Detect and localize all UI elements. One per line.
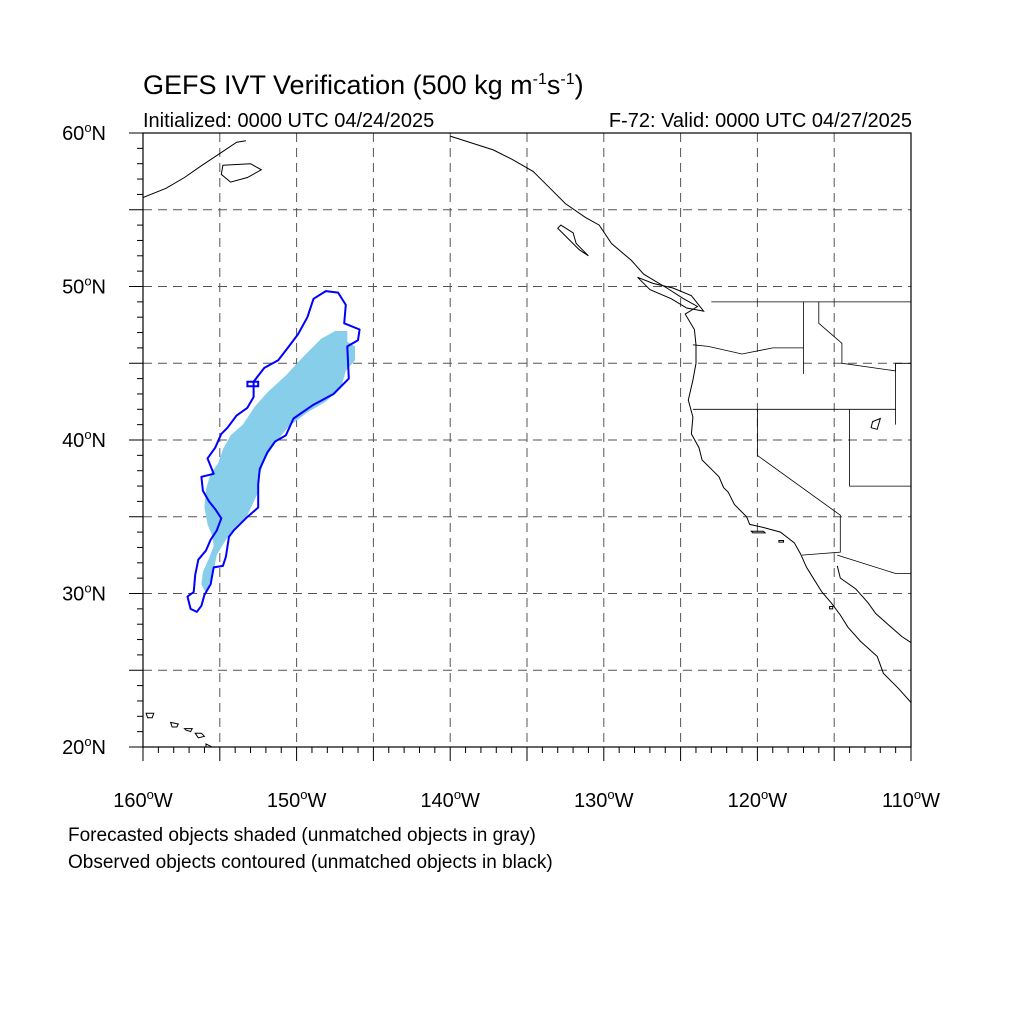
map-title: GEFS IVT Verification (500 kg m-1s-1) [143,70,584,100]
lat-tick-label: 30oN [62,581,106,606]
axis-ticks [129,132,912,761]
island-outline [637,276,705,312]
forecast-legend-note: Forecasted objects shaded (unmatched obj… [68,825,536,846]
forecast-ivt-object [201,331,355,594]
island-outline [145,712,155,719]
valid-time: F-72: Valid: 0000 UTC 04/27/2025 [608,110,912,132]
state-border [757,409,841,556]
ivt-objects [186,290,361,613]
lat-tick-label: 60oN [62,120,106,145]
island-outline [778,540,784,543]
state-border [837,554,911,574]
observed-legend-note: Observed objects contoured (unmatched ob… [68,852,553,873]
island-outline [205,743,213,747]
lon-tick-label: 150oW [267,787,327,812]
lon-tick-label: 110oW [882,787,940,812]
island-outline [750,530,767,534]
kodiak-island [220,163,263,183]
coastlines [143,135,911,747]
lon-tick-label: 120oW [728,787,788,812]
lon-tick-label: 160oW [113,787,173,812]
island-outline [829,606,834,610]
observed-ivt-contour [186,290,361,613]
northeast-coast-fragment [910,138,911,140]
pacific-coastline [450,135,911,703]
gulf-of-california-coast [836,565,911,644]
island-outline [194,732,206,739]
island-outline [556,224,589,257]
lat-tick-label: 40oN [62,427,106,452]
lat-tick-label: 20oN [62,734,106,759]
axis-labels: 160oW 150oW 140oW 130oW 120oW 110oW 20oN 30oN 40… [62,120,940,812]
alaska-coastline [143,140,246,198]
observed-ivt-contour-hole [246,380,260,388]
lon-tick-label: 130oW [574,787,634,812]
lat-tick-label: 50oN [62,274,106,299]
lon-tick-label: 140oW [420,787,480,812]
state-border [692,344,804,355]
initialized-time: Initialized: 0000 UTC 04/24/2025 [143,110,435,132]
state-border [818,301,911,372]
state-border [849,409,911,487]
great-salt-lake [870,417,882,430]
island-outline [183,728,194,733]
island-outline [169,721,180,728]
